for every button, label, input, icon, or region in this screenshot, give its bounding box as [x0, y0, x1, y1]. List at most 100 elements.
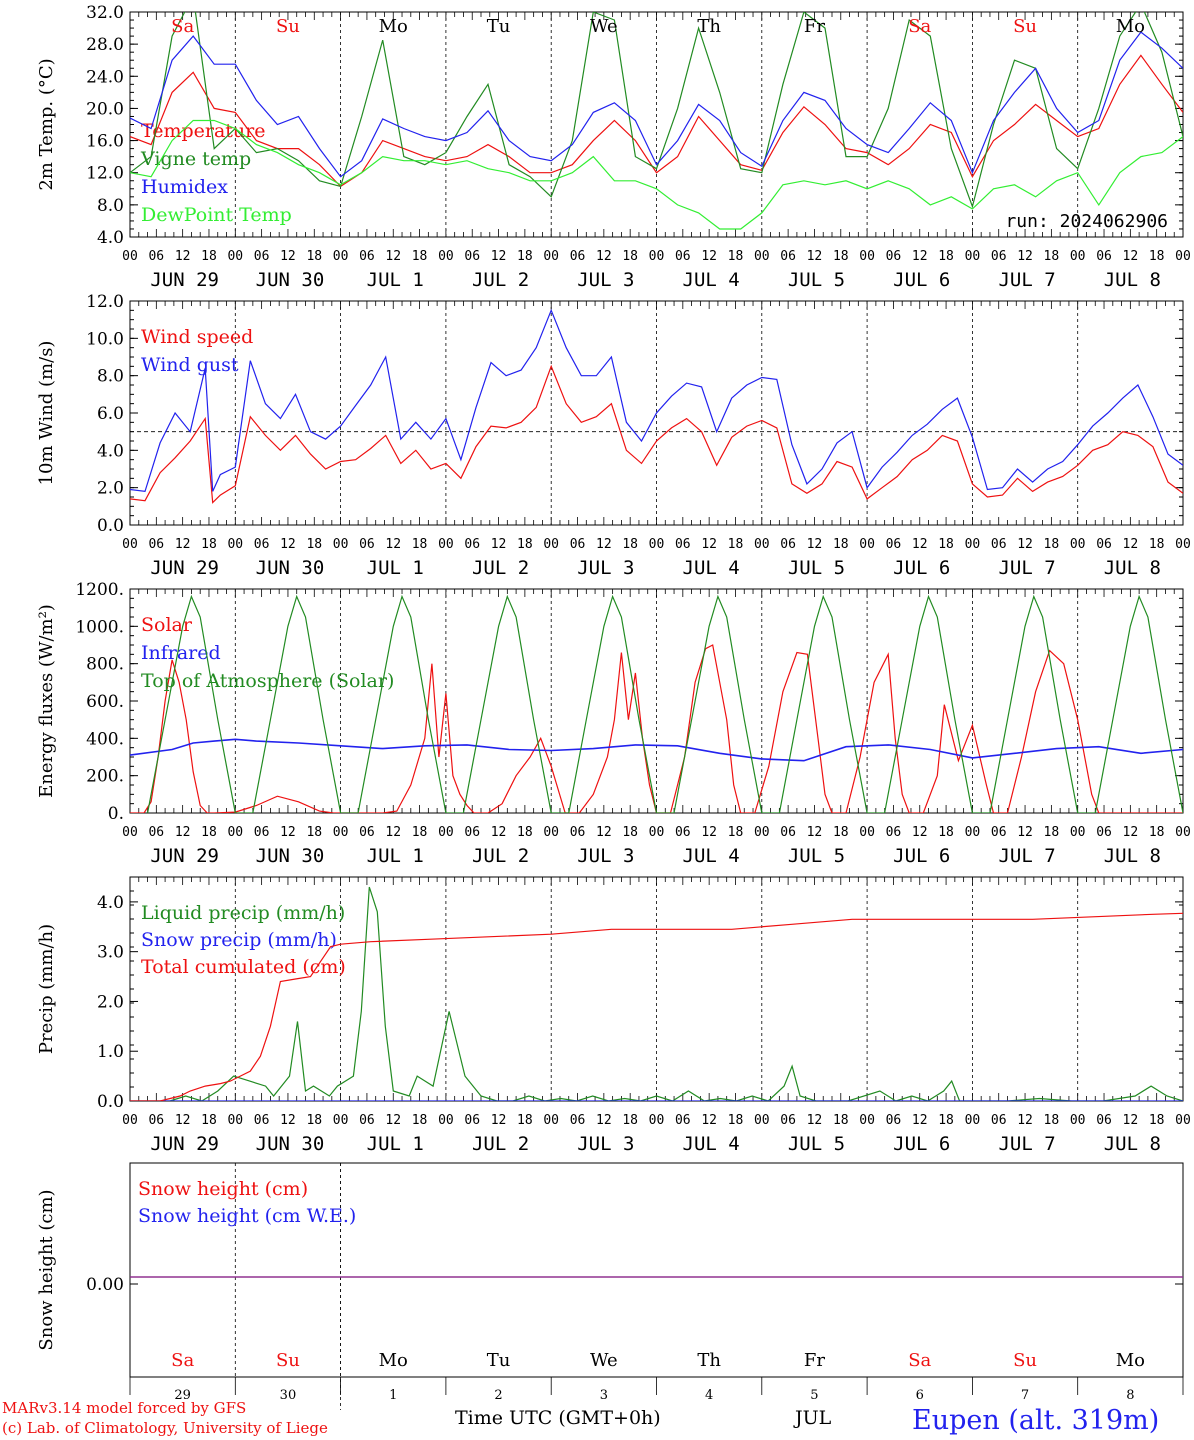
hour-tick-label: 18	[306, 249, 322, 264]
bottom-day-number: 4	[705, 1388, 713, 1403]
hour-tick-label: 06	[464, 537, 480, 552]
hour-tick-label: 18	[938, 537, 954, 552]
hour-tick-label: 00	[649, 825, 665, 840]
hour-tick-label: 06	[570, 249, 586, 264]
hour-tick-label: 18	[306, 825, 322, 840]
hour-tick-label: 12	[807, 1113, 823, 1128]
hour-tick-label: 18	[622, 537, 638, 552]
hour-tick-label: 12	[385, 249, 401, 264]
hour-tick-label: 18	[201, 249, 217, 264]
hour-tick-label: 18	[622, 1113, 638, 1128]
hour-tick-label: 06	[1096, 1113, 1112, 1128]
hour-tick-label: 12	[807, 537, 823, 552]
series-line-liquid-precip-mm-h-	[130, 886, 1183, 1101]
date-label: JUL 7	[998, 1133, 1055, 1155]
hour-tick-label: 00	[1175, 825, 1191, 840]
date-label: JUN 30	[256, 557, 325, 579]
location-label: Eupen (alt. 319m)	[912, 1405, 1159, 1436]
hour-tick-label: 00	[438, 1113, 454, 1128]
hour-tick-label: 00	[543, 537, 559, 552]
date-label: JUL 1	[367, 1133, 424, 1155]
date-label: JUL 4	[683, 269, 740, 291]
hour-tick-label: 06	[675, 1113, 691, 1128]
y-tick-label: 4.0	[97, 893, 124, 913]
legend-entry: Top of Atmosphere (Solar)	[141, 670, 394, 692]
hour-tick-label: 18	[306, 1113, 322, 1128]
hour-tick-label: 00	[649, 249, 665, 264]
hour-tick-label: 12	[1123, 825, 1139, 840]
y-tick-label: 200.	[86, 767, 124, 787]
hour-tick-label: 12	[491, 1113, 507, 1128]
hour-tick-label: 18	[833, 825, 849, 840]
hour-tick-label: 18	[1149, 1113, 1165, 1128]
panel-5: 0.00 Snow height (cm) Snow height (cm) Snow…	[36, 1162, 1184, 1410]
series-line-infrared	[130, 738, 1183, 762]
hour-tick-label: 18	[517, 1113, 533, 1128]
y-tick-label: 20.0	[86, 99, 124, 119]
hour-tick-label: 00	[859, 1113, 875, 1128]
hour-tick-label: 00	[333, 825, 349, 840]
series-line-total-cumulated-cm-	[130, 912, 1183, 1101]
hour-tick-label: 18	[728, 249, 744, 264]
y-tick-label: 600.	[86, 692, 124, 712]
hour-tick-label: 00	[965, 537, 981, 552]
hour-tick-label: 06	[780, 537, 796, 552]
hour-tick-label: 00	[859, 537, 875, 552]
y-tick-label: 1000.	[75, 617, 124, 637]
hour-tick-label: 06	[1096, 249, 1112, 264]
legend-entry: Liquid precip (mm/h)	[141, 902, 345, 924]
panel-3: 0. 200. 400. 600. 800. 1000. 1200. Energy fluxe…	[36, 580, 1191, 867]
series-line-wind-gust	[130, 308, 1183, 493]
legend-entry: Infrared	[141, 642, 221, 664]
y-tick-label: 800.	[86, 655, 124, 675]
hour-tick-label: 12	[280, 825, 296, 840]
hour-tick-label: 18	[201, 537, 217, 552]
hour-tick-label: 18	[412, 249, 428, 264]
hour-tick-label: 12	[1123, 1113, 1139, 1128]
hour-tick-label: 12	[912, 537, 928, 552]
day-abbrev-label: Th	[697, 16, 721, 37]
date-label: JUL 3	[577, 557, 634, 579]
hour-tick-label: 06	[148, 1113, 164, 1128]
hour-tick-label: 18	[728, 1113, 744, 1128]
panel-2: 0.0 2.0 4.0 6.0 8.0 10.0 12.0 10m Wind (m/s) Win…	[36, 292, 1191, 579]
hour-tick-label: 12	[701, 249, 717, 264]
day-abbrev-label: Su	[276, 16, 300, 37]
date-label: JUN 29	[150, 557, 219, 579]
date-label: JUL 7	[998, 845, 1055, 867]
hour-tick-label: 00	[965, 825, 981, 840]
series-line-temperature	[130, 54, 1183, 188]
run-annotation: run: 2024062906	[1005, 211, 1168, 232]
date-label: JUN 29	[150, 269, 219, 291]
hour-tick-label: 06	[254, 249, 270, 264]
hour-tick-label: 06	[675, 249, 691, 264]
hour-tick-label: 18	[728, 825, 744, 840]
day-abbrev-label: Su	[1013, 16, 1037, 37]
y-axis-label: 2m Temp. (°C)	[36, 58, 57, 190]
hour-tick-label: 06	[570, 537, 586, 552]
hour-tick-label: 18	[201, 1113, 217, 1128]
hour-tick-label: 18	[517, 249, 533, 264]
series-line-wind-speed	[130, 364, 1183, 504]
hour-tick-label: 00	[1175, 537, 1191, 552]
date-label: JUN 29	[150, 845, 219, 867]
hour-tick-label: 18	[938, 1113, 954, 1128]
y-tick-label: 12.0	[86, 164, 124, 184]
date-label: JUL 5	[788, 557, 845, 579]
hour-tick-label: 00	[1070, 1113, 1086, 1128]
bottom-day-number: 3	[600, 1388, 608, 1403]
hour-tick-label: 06	[886, 1113, 902, 1128]
hour-tick-label: 00	[227, 825, 243, 840]
hour-tick-label: 12	[1017, 249, 1033, 264]
hour-tick-label: 12	[807, 825, 823, 840]
hour-tick-label: 06	[148, 537, 164, 552]
hour-tick-label: 06	[254, 537, 270, 552]
hour-tick-label: 00	[859, 825, 875, 840]
hour-tick-label: 06	[359, 825, 375, 840]
day-abbrev-label: Tu	[487, 16, 511, 37]
hour-tick-label: 18	[833, 537, 849, 552]
hour-tick-label: 18	[517, 537, 533, 552]
hour-tick-label: 06	[991, 1113, 1007, 1128]
y-tick-label: 0.0	[97, 1092, 124, 1112]
date-label: JUN 30	[256, 269, 325, 291]
